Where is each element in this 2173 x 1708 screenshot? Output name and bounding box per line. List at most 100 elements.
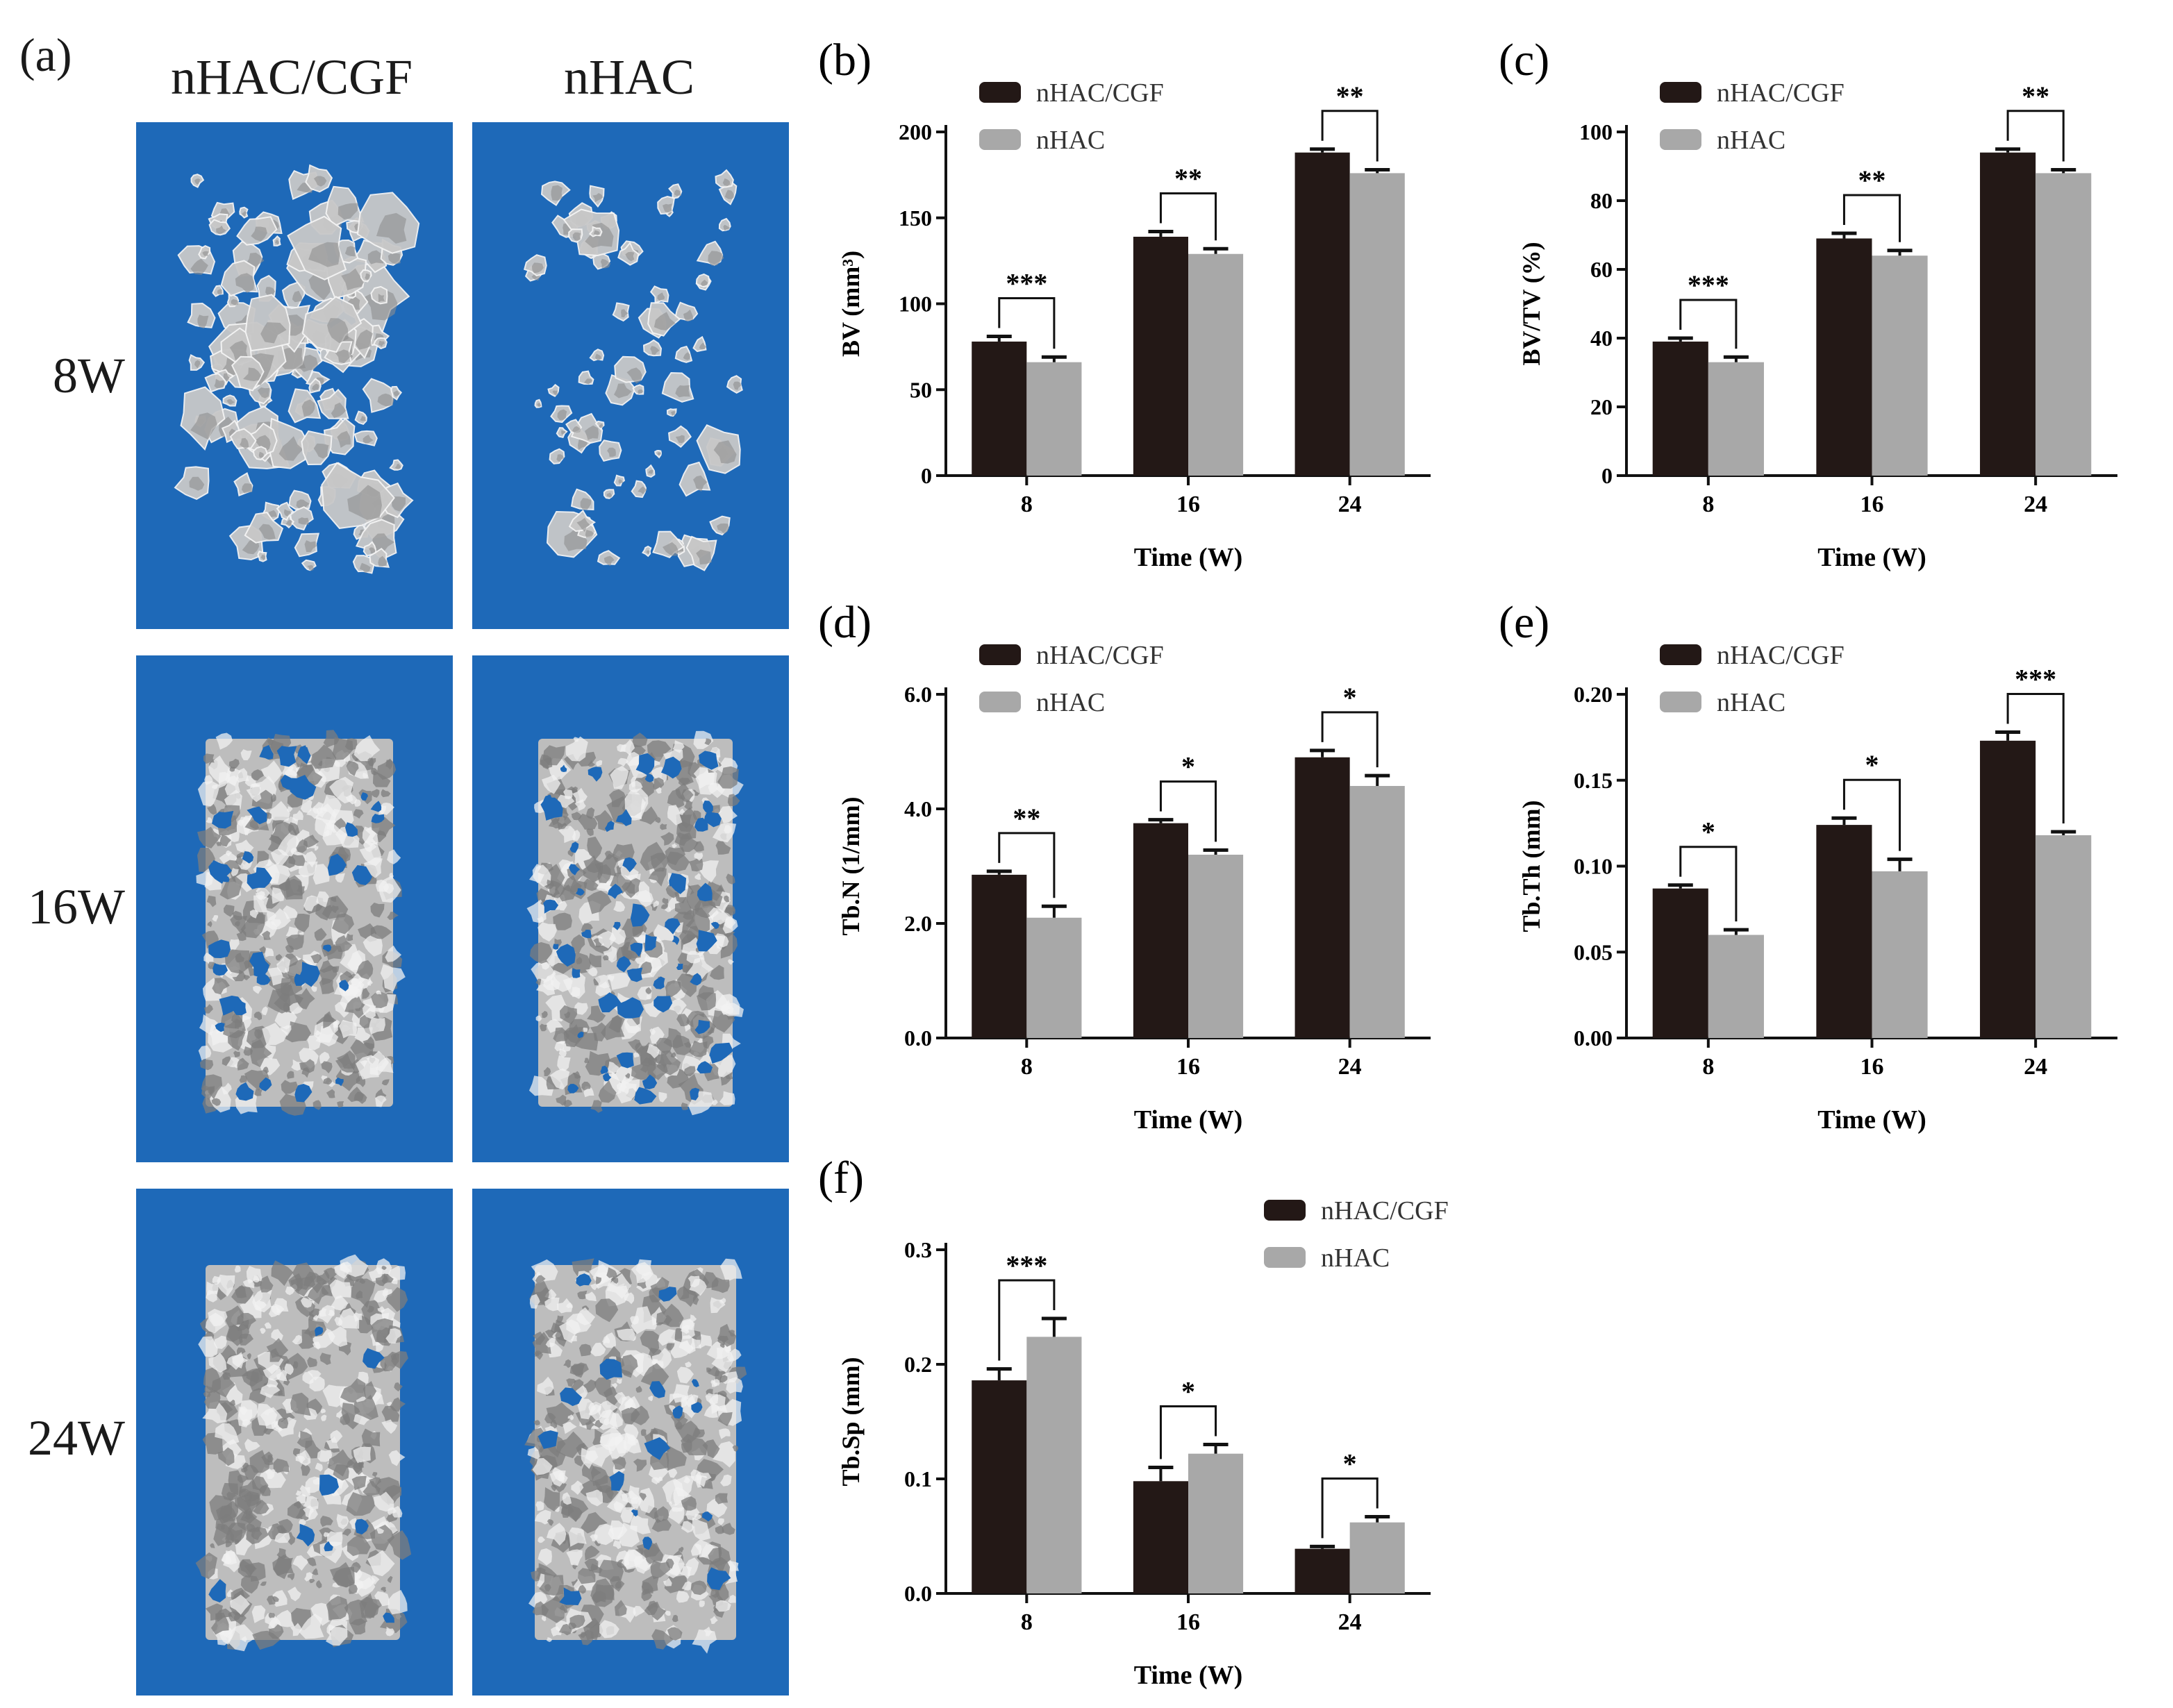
significance-bracket <box>998 1279 1056 1361</box>
row-label-16w: 16W <box>28 879 125 935</box>
legend-swatch-1 <box>1660 692 1701 712</box>
legend-label-0: nHAC/CGF <box>1321 1196 1449 1225</box>
bar-1 <box>1349 786 1405 1038</box>
significance-mark: ** <box>1336 81 1364 112</box>
chart-bv-tv: (c) nHAC/CGF nHAC 0 20 40 60 80 100 8 *** 16 ** 24 ** T… <box>1486 28 2173 583</box>
legend-label-0: nHAC/CGF <box>1717 78 1845 108</box>
scan-16w-nhac <box>472 655 789 1162</box>
scan-8w-nhac <box>472 122 789 629</box>
x-axis-title: Time (W) <box>1817 1105 1926 1135</box>
y-tick-label: 6.0 <box>904 682 932 707</box>
y-tick-label: 0.10 <box>1574 854 1613 879</box>
bar-1 <box>1872 256 1928 476</box>
y-axis-title: BV (mm³) <box>837 251 865 357</box>
panel-a-microct-grid: (a) nHAC/CGF nHAC 8W 16W 24W <box>0 0 806 1708</box>
y-axis-title: BV/TV (%) <box>1517 242 1545 365</box>
y-tick-label: 0.0 <box>904 1025 932 1050</box>
x-tick-label: 8 <box>1702 492 1714 517</box>
x-tick-label: 24 <box>2024 492 2047 517</box>
bar-0 <box>972 341 1027 476</box>
bar-1 <box>1708 362 1764 476</box>
column-title-nhac: nHAC <box>563 49 694 105</box>
y-tick-label: 20 <box>1590 394 1613 419</box>
x-tick-label: 8 <box>1021 1054 1033 1080</box>
legend-swatch-0 <box>1264 1200 1306 1221</box>
bar-0 <box>1294 757 1350 1038</box>
x-tick-label: 16 <box>1860 492 1884 517</box>
legend-label-0: nHAC/CGF <box>1036 78 1164 108</box>
y-tick-label: 0.0 <box>904 1581 932 1606</box>
x-tick-label: 16 <box>1860 1054 1884 1080</box>
row-label-24w: 24W <box>28 1410 125 1466</box>
bar-0 <box>1980 152 2036 476</box>
bar-0 <box>972 1380 1027 1593</box>
column-title-nhac-cgf: nHAC/CGF <box>170 49 413 105</box>
y-tick-label: 0.05 <box>1574 939 1613 964</box>
significance-bracket <box>1842 778 1901 851</box>
panel-letter: (c) <box>1499 35 1549 85</box>
legend-label-1: nHAC <box>1717 126 1785 155</box>
significance-bracket <box>1679 846 1738 922</box>
scan-8w-nhac-cgf <box>136 122 453 629</box>
panel-letter: (e) <box>1499 597 1549 648</box>
significance-bracket <box>1159 1405 1217 1459</box>
significance-bracket <box>1321 110 1379 162</box>
legend-label-1: nHAC <box>1036 688 1105 717</box>
scan-24w-nhac-cgf <box>136 1189 453 1696</box>
x-tick-label: 8 <box>1021 492 1033 517</box>
chart-bv: (b) nHAC/CGF nHAC 0 50 100 150 200 8 *** 16 ** 24 ** T… <box>806 28 1486 583</box>
y-axis-title: Tb.Th (mm) <box>1517 800 1545 932</box>
significance-mark: *** <box>1688 269 1729 301</box>
bone-structure <box>526 730 744 1116</box>
y-tick-label: 0.15 <box>1574 768 1613 793</box>
y-tick-label: 150 <box>899 206 932 231</box>
significance-mark: ** <box>2022 81 2049 112</box>
bar-1 <box>1872 871 1928 1038</box>
significance-mark: ** <box>1013 803 1040 834</box>
x-tick-label: 16 <box>1176 1609 1200 1635</box>
significance-mark: * <box>1701 817 1715 848</box>
panel-letter: (b) <box>818 35 872 85</box>
row-label-8w: 8W <box>53 348 125 403</box>
bone-structure <box>174 164 420 574</box>
significance-bracket <box>1321 711 1379 768</box>
x-axis-title: Time (W) <box>1134 543 1243 572</box>
bar-0 <box>1294 152 1350 476</box>
y-tick-label: 0 <box>921 463 932 488</box>
y-tick-label: 50 <box>910 377 932 402</box>
significance-mark: * <box>1343 1448 1357 1479</box>
significance-mark: * <box>1865 749 1879 780</box>
y-tick-label: 0.00 <box>1574 1025 1613 1050</box>
x-tick-label: 24 <box>2024 1054 2047 1080</box>
chart-tb-n: (d) nHAC/CGF nHAC 0.0 2.0 4.0 6.0 8 ** 16 * 24 * Time… <box>806 590 1486 1146</box>
x-tick-label: 16 <box>1176 1054 1200 1080</box>
bar-1 <box>1349 1522 1405 1593</box>
legend-label-0: nHAC/CGF <box>1036 641 1164 670</box>
significance-mark: * <box>1181 751 1195 782</box>
bar-0 <box>1133 823 1188 1038</box>
bar-0 <box>972 874 1027 1038</box>
x-tick-label: 8 <box>1021 1609 1033 1635</box>
bar-1 <box>1708 935 1764 1038</box>
x-tick-label: 24 <box>1338 1609 1362 1635</box>
bar-0 <box>1652 341 1708 476</box>
y-tick-label: 0.2 <box>904 1352 932 1377</box>
significance-bracket <box>2006 692 2065 823</box>
x-tick-label: 24 <box>1338 492 1362 517</box>
significance-bracket <box>1159 192 1217 241</box>
bar-0 <box>1133 236 1188 476</box>
chart-svg: (f) nHAC/CGF nHAC 0.0 0.1 0.2 0.3 8 *** 16 * 24 * Tim… <box>818 1153 1449 1690</box>
significance-mark: *** <box>1006 1250 1047 1281</box>
y-tick-label: 2.0 <box>904 911 932 936</box>
y-tick-label: 0.3 <box>904 1237 932 1262</box>
bar-1 <box>1349 173 1405 476</box>
panel-letter: (f) <box>818 1153 864 1203</box>
significance-bracket <box>998 832 1056 898</box>
bar-0 <box>1294 1548 1350 1593</box>
y-tick-label: 80 <box>1590 188 1613 213</box>
y-tick-label: 0 <box>1601 463 1613 488</box>
y-axis-title: Tb.N (1/mm) <box>837 797 865 936</box>
x-tick-label: 24 <box>1338 1054 1362 1080</box>
y-tick-label: 0.20 <box>1574 682 1613 707</box>
bar-0 <box>1133 1481 1188 1593</box>
